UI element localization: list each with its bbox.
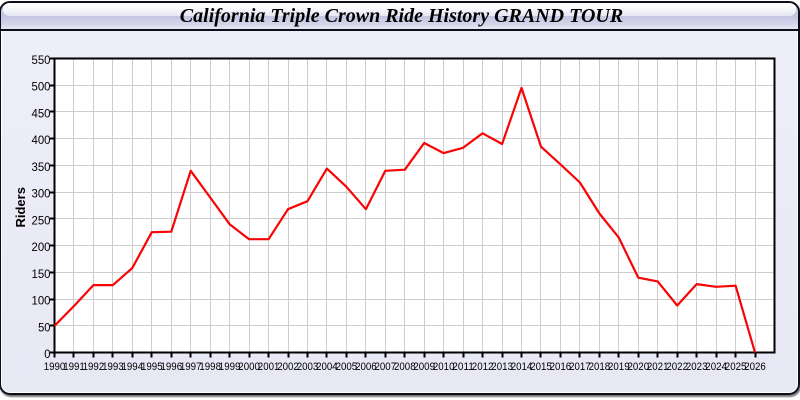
svg-text:1991: 1991: [63, 361, 85, 373]
svg-text:2010: 2010: [433, 361, 455, 373]
svg-text:Riders: Riders: [13, 187, 28, 227]
svg-text:400: 400: [32, 134, 51, 147]
svg-text:2018: 2018: [589, 361, 611, 373]
svg-text:0: 0: [44, 348, 50, 361]
svg-text:2023: 2023: [686, 361, 708, 373]
svg-text:250: 250: [32, 214, 51, 227]
svg-text:1994: 1994: [122, 361, 144, 373]
svg-text:2020: 2020: [628, 361, 650, 373]
svg-text:500: 500: [32, 81, 51, 94]
svg-text:2011: 2011: [452, 361, 474, 373]
svg-text:1995: 1995: [141, 361, 163, 373]
svg-text:2003: 2003: [297, 361, 319, 373]
svg-text:2016: 2016: [550, 361, 572, 373]
svg-text:100: 100: [32, 295, 51, 308]
svg-text:200: 200: [32, 241, 51, 254]
svg-text:2001: 2001: [258, 361, 280, 373]
svg-text:450: 450: [32, 108, 51, 121]
svg-text:2008: 2008: [394, 361, 416, 373]
svg-text:2009: 2009: [413, 361, 435, 373]
svg-text:2004: 2004: [316, 361, 338, 373]
svg-text:2025: 2025: [725, 361, 747, 373]
svg-text:2026: 2026: [744, 361, 766, 373]
svg-text:2024: 2024: [705, 361, 727, 373]
svg-text:2006: 2006: [355, 361, 377, 373]
svg-text:2007: 2007: [375, 361, 397, 373]
svg-text:2015: 2015: [530, 361, 552, 373]
svg-text:1996: 1996: [161, 361, 183, 373]
svg-text:50: 50: [38, 321, 50, 334]
svg-text:2014: 2014: [511, 361, 533, 373]
svg-text:1997: 1997: [180, 361, 202, 373]
svg-text:2005: 2005: [336, 361, 358, 373]
svg-text:2002: 2002: [277, 361, 299, 373]
svg-text:2021: 2021: [647, 361, 669, 373]
svg-text:2013: 2013: [491, 361, 513, 373]
svg-text:300: 300: [32, 188, 51, 201]
svg-text:550: 550: [32, 54, 51, 67]
svg-text:1992: 1992: [83, 361, 105, 373]
svg-text:1998: 1998: [199, 361, 221, 373]
svg-text:1993: 1993: [102, 361, 124, 373]
svg-text:350: 350: [32, 161, 51, 174]
svg-text:2012: 2012: [472, 361, 494, 373]
svg-text:2022: 2022: [666, 361, 688, 373]
svg-text:2017: 2017: [569, 361, 591, 373]
svg-text:2000: 2000: [238, 361, 260, 373]
svg-text:1990: 1990: [44, 361, 66, 373]
svg-text:1999: 1999: [219, 361, 241, 373]
svg-text:150: 150: [32, 268, 51, 281]
svg-text:2019: 2019: [608, 361, 630, 373]
